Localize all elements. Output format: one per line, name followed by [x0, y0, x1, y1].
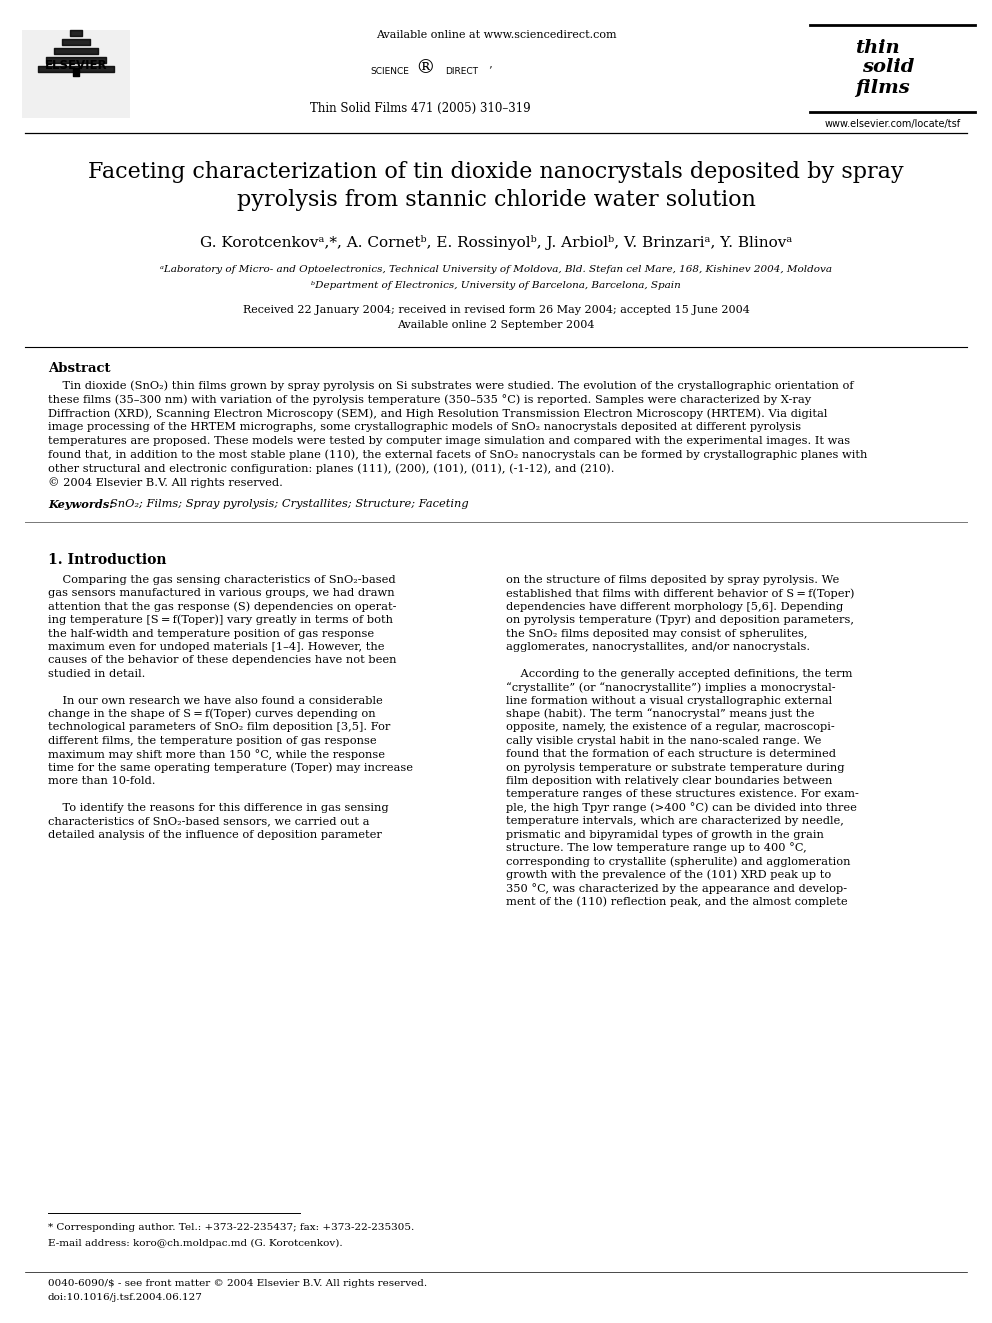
Text: ELSEVIER: ELSEVIER	[45, 60, 107, 71]
Text: www.elsevier.com/locate/tsf: www.elsevier.com/locate/tsf	[825, 119, 961, 130]
Text: film deposition with relatively clear boundaries between: film deposition with relatively clear bo…	[506, 777, 832, 786]
Text: ment of the (110) reflection peak, and the almost complete: ment of the (110) reflection peak, and t…	[506, 896, 847, 906]
Text: temperature intervals, which are characterized by needle,: temperature intervals, which are charact…	[506, 816, 844, 826]
Text: prismatic and bipyramidal types of growth in the grain: prismatic and bipyramidal types of growt…	[506, 830, 824, 840]
Text: found that, in addition to the most stable plane (110), the external facets of S: found that, in addition to the most stab…	[48, 450, 867, 460]
Text: studied in detail.: studied in detail.	[48, 669, 146, 679]
Text: Tin dioxide (SnO₂) thin films grown by spray pyrolysis on Si substrates were stu: Tin dioxide (SnO₂) thin films grown by s…	[48, 381, 854, 392]
Text: other structural and electronic configuration: planes (111), (200), (101), (011): other structural and electronic configur…	[48, 463, 614, 474]
Text: Comparing the gas sensing characteristics of SnO₂-based: Comparing the gas sensing characteristic…	[48, 576, 396, 585]
Text: shape (habit). The term “nanocrystal” means just the: shape (habit). The term “nanocrystal” me…	[506, 709, 814, 720]
Text: In our own research we have also found a considerable: In our own research we have also found a…	[48, 696, 383, 705]
Text: Faceting characterization of tin dioxide nanocrystals deposited by spray: Faceting characterization of tin dioxide…	[88, 161, 904, 183]
Text: on pyrolysis temperature or substrate temperature during: on pyrolysis temperature or substrate te…	[506, 762, 844, 773]
Text: ᵃLaboratory of Micro- and Optoelectronics, Technical University of Moldova, Bld.: ᵃLaboratory of Micro- and Optoelectronic…	[160, 266, 832, 274]
Text: different films, the temperature position of gas response: different films, the temperature positio…	[48, 736, 377, 746]
Text: Available online at www.sciencedirect.com: Available online at www.sciencedirect.co…	[376, 30, 616, 40]
Text: on the structure of films deposited by spray pyrolysis. We: on the structure of films deposited by s…	[506, 576, 839, 585]
Text: SCIENCE: SCIENCE	[370, 67, 409, 77]
Text: Keywords:: Keywords:	[48, 499, 117, 509]
Text: change in the shape of S = f(Toper) curves depending on: change in the shape of S = f(Toper) curv…	[48, 709, 376, 720]
Text: maximum even for undoped materials [1–4]. However, the: maximum even for undoped materials [1–4]…	[48, 642, 385, 652]
Text: thin: thin	[855, 38, 900, 57]
Text: © 2004 Elsevier B.V. All rights reserved.: © 2004 Elsevier B.V. All rights reserved…	[48, 478, 283, 488]
Text: doi:10.1016/j.tsf.2004.06.127: doi:10.1016/j.tsf.2004.06.127	[48, 1294, 203, 1303]
Text: more than 10-fold.: more than 10-fold.	[48, 777, 156, 786]
Text: E-mail address: koro@ch.moldpac.md (G. Korotcenkov).: E-mail address: koro@ch.moldpac.md (G. K…	[48, 1238, 342, 1248]
Text: ing temperature [S = f(Toper)] vary greatly in terms of both: ing temperature [S = f(Toper)] vary grea…	[48, 615, 393, 626]
Text: ple, the high Tpyr range (>400 °C) can be divided into three: ple, the high Tpyr range (>400 °C) can b…	[506, 802, 857, 814]
Text: detailed analysis of the influence of deposition parameter: detailed analysis of the influence of de…	[48, 830, 382, 840]
Text: To identify the reasons for this difference in gas sensing: To identify the reasons for this differe…	[48, 803, 389, 812]
Text: ®: ®	[416, 60, 434, 77]
Text: “crystallite” (or “nanocrystallite”) implies a monocrystal-: “crystallite” (or “nanocrystallite”) imp…	[506, 681, 835, 693]
Text: cally visible crystal habit in the nano-scaled range. We: cally visible crystal habit in the nano-…	[506, 736, 821, 746]
Text: 1. Introduction: 1. Introduction	[48, 553, 167, 568]
Text: SnO₂; Films; Spray pyrolysis; Crystallites; Structure; Faceting: SnO₂; Films; Spray pyrolysis; Crystallit…	[110, 499, 468, 509]
Text: these films (35–300 nm) with variation of the pyrolysis temperature (350–535 °C): these films (35–300 nm) with variation o…	[48, 394, 811, 405]
Text: ᵇDepartment of Electronics, University of Barcelona, Barcelona, Spain: ᵇDepartment of Electronics, University o…	[311, 280, 681, 290]
Text: pyrolysis from stannic chloride water solution: pyrolysis from stannic chloride water so…	[236, 189, 756, 210]
Text: Received 22 January 2004; received in revised form 26 May 2004; accepted 15 June: Received 22 January 2004; received in re…	[243, 306, 749, 315]
Text: 350 °C, was characterized by the appearance and develop-: 350 °C, was characterized by the appeara…	[506, 882, 847, 893]
Text: corresponding to crystallite (spherulite) and agglomeration: corresponding to crystallite (spherulite…	[506, 856, 850, 867]
Bar	[22, 30, 130, 118]
Text: the SnO₂ films deposited may consist of spherulites,: the SnO₂ films deposited may consist of …	[506, 628, 807, 639]
Text: characteristics of SnO₂-based sensors, we carried out a: characteristics of SnO₂-based sensors, w…	[48, 816, 369, 826]
Text: temperature ranges of these structures existence. For exam-: temperature ranges of these structures e…	[506, 790, 859, 799]
Text: dependencies have different morphology [5,6]. Depending: dependencies have different morphology […	[506, 602, 843, 611]
Text: technological parameters of SnO₂ film deposition [3,5]. For: technological parameters of SnO₂ film de…	[48, 722, 391, 733]
Text: According to the generally accepted definitions, the term: According to the generally accepted defi…	[506, 669, 852, 679]
Text: established that films with different behavior of S = f(Toper): established that films with different be…	[506, 589, 854, 599]
Text: the half-width and temperature position of gas response: the half-width and temperature position …	[48, 628, 374, 639]
Text: structure. The low temperature range up to 400 °C,: structure. The low temperature range up …	[506, 843, 806, 853]
Text: time for the same operating temperature (Toper) may increase: time for the same operating temperature …	[48, 762, 413, 773]
Text: ’: ’	[488, 65, 491, 75]
Text: growth with the prevalence of the (101) XRD peak up to: growth with the prevalence of the (101) …	[506, 869, 831, 880]
Text: temperatures are proposed. These models were tested by computer image simulation: temperatures are proposed. These models …	[48, 437, 850, 446]
Text: line formation without a visual crystallographic external: line formation without a visual crystall…	[506, 696, 832, 705]
Text: gas sensors manufactured in various groups, we had drawn: gas sensors manufactured in various grou…	[48, 589, 395, 598]
Text: films: films	[855, 79, 910, 97]
Text: causes of the behavior of these dependencies have not been: causes of the behavior of these dependen…	[48, 655, 397, 665]
Text: image processing of the HRTEM micrographs, some crystallographic models of SnO₂ : image processing of the HRTEM micrograph…	[48, 422, 802, 433]
Text: * Corresponding author. Tel.: +373-22-235437; fax: +373-22-235305.: * Corresponding author. Tel.: +373-22-23…	[48, 1224, 415, 1233]
Text: found that the formation of each structure is determined: found that the formation of each structu…	[506, 749, 836, 759]
Text: attention that the gas response (S) dependencies on operat-: attention that the gas response (S) depe…	[48, 602, 397, 613]
Text: opposite, namely, the existence of a regular, macroscopi-: opposite, namely, the existence of a reg…	[506, 722, 834, 733]
Text: Abstract: Abstract	[48, 361, 110, 374]
Text: 0040-6090/$ - see front matter © 2004 Elsevier B.V. All rights reserved.: 0040-6090/$ - see front matter © 2004 El…	[48, 1279, 428, 1289]
Text: Diffraction (XRD), Scanning Electron Microscopy (SEM), and High Resolution Trans: Diffraction (XRD), Scanning Electron Mic…	[48, 409, 827, 419]
Text: on pyrolysis temperature (Tpyr) and deposition parameters,: on pyrolysis temperature (Tpyr) and depo…	[506, 615, 854, 626]
Text: Thin Solid Films 471 (2005) 310–319: Thin Solid Films 471 (2005) 310–319	[310, 102, 531, 115]
Text: solid: solid	[862, 58, 915, 75]
Text: G. Korotcenkovᵃ,*, A. Cornetᵇ, E. Rossinyolᵇ, J. Arbiolᵇ, V. Brinzariᵃ, Y. Blino: G. Korotcenkovᵃ,*, A. Cornetᵇ, E. Rossin…	[199, 235, 793, 250]
Text: maximum may shift more than 150 °C, while the response: maximum may shift more than 150 °C, whil…	[48, 749, 385, 759]
Text: Available online 2 September 2004: Available online 2 September 2004	[397, 320, 595, 329]
Text: DIRECT: DIRECT	[445, 67, 478, 77]
Text: agglomerates, nanocrystallites, and/or nanocrystals.: agglomerates, nanocrystallites, and/or n…	[506, 642, 810, 652]
